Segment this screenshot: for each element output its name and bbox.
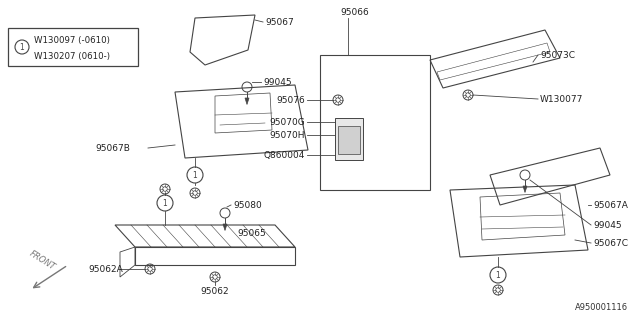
Text: 99045: 99045: [593, 220, 621, 229]
Text: 95062: 95062: [201, 286, 229, 295]
FancyBboxPatch shape: [335, 118, 363, 160]
Text: 95067C: 95067C: [593, 238, 628, 247]
Polygon shape: [223, 224, 227, 230]
Text: 99045: 99045: [263, 77, 292, 86]
Text: 95067: 95067: [265, 18, 294, 27]
Text: 95080: 95080: [233, 201, 262, 210]
Text: 95065: 95065: [237, 228, 266, 237]
Text: 95070H: 95070H: [269, 131, 305, 140]
Text: 1: 1: [163, 198, 168, 207]
Text: W130077: W130077: [540, 94, 584, 103]
Text: W130097 (-0610): W130097 (-0610): [34, 36, 110, 44]
Text: 1: 1: [495, 270, 500, 279]
Text: 1: 1: [193, 171, 197, 180]
Text: 95062A: 95062A: [88, 265, 123, 274]
Polygon shape: [245, 98, 249, 105]
Text: FRONT: FRONT: [28, 249, 56, 272]
Text: W130207 (0610-): W130207 (0610-): [34, 52, 110, 60]
Text: 95067A: 95067A: [593, 201, 628, 210]
FancyBboxPatch shape: [338, 126, 360, 154]
Text: 95070G: 95070G: [269, 117, 305, 126]
Text: 95076: 95076: [276, 95, 305, 105]
Polygon shape: [523, 186, 527, 193]
Text: Q860004: Q860004: [264, 150, 305, 159]
FancyBboxPatch shape: [8, 28, 138, 66]
Text: 95066: 95066: [340, 7, 369, 17]
Text: 95067B: 95067B: [95, 143, 130, 153]
Text: 95073C: 95073C: [540, 51, 575, 60]
Text: A950001116: A950001116: [575, 303, 628, 312]
Text: 1: 1: [20, 43, 24, 52]
